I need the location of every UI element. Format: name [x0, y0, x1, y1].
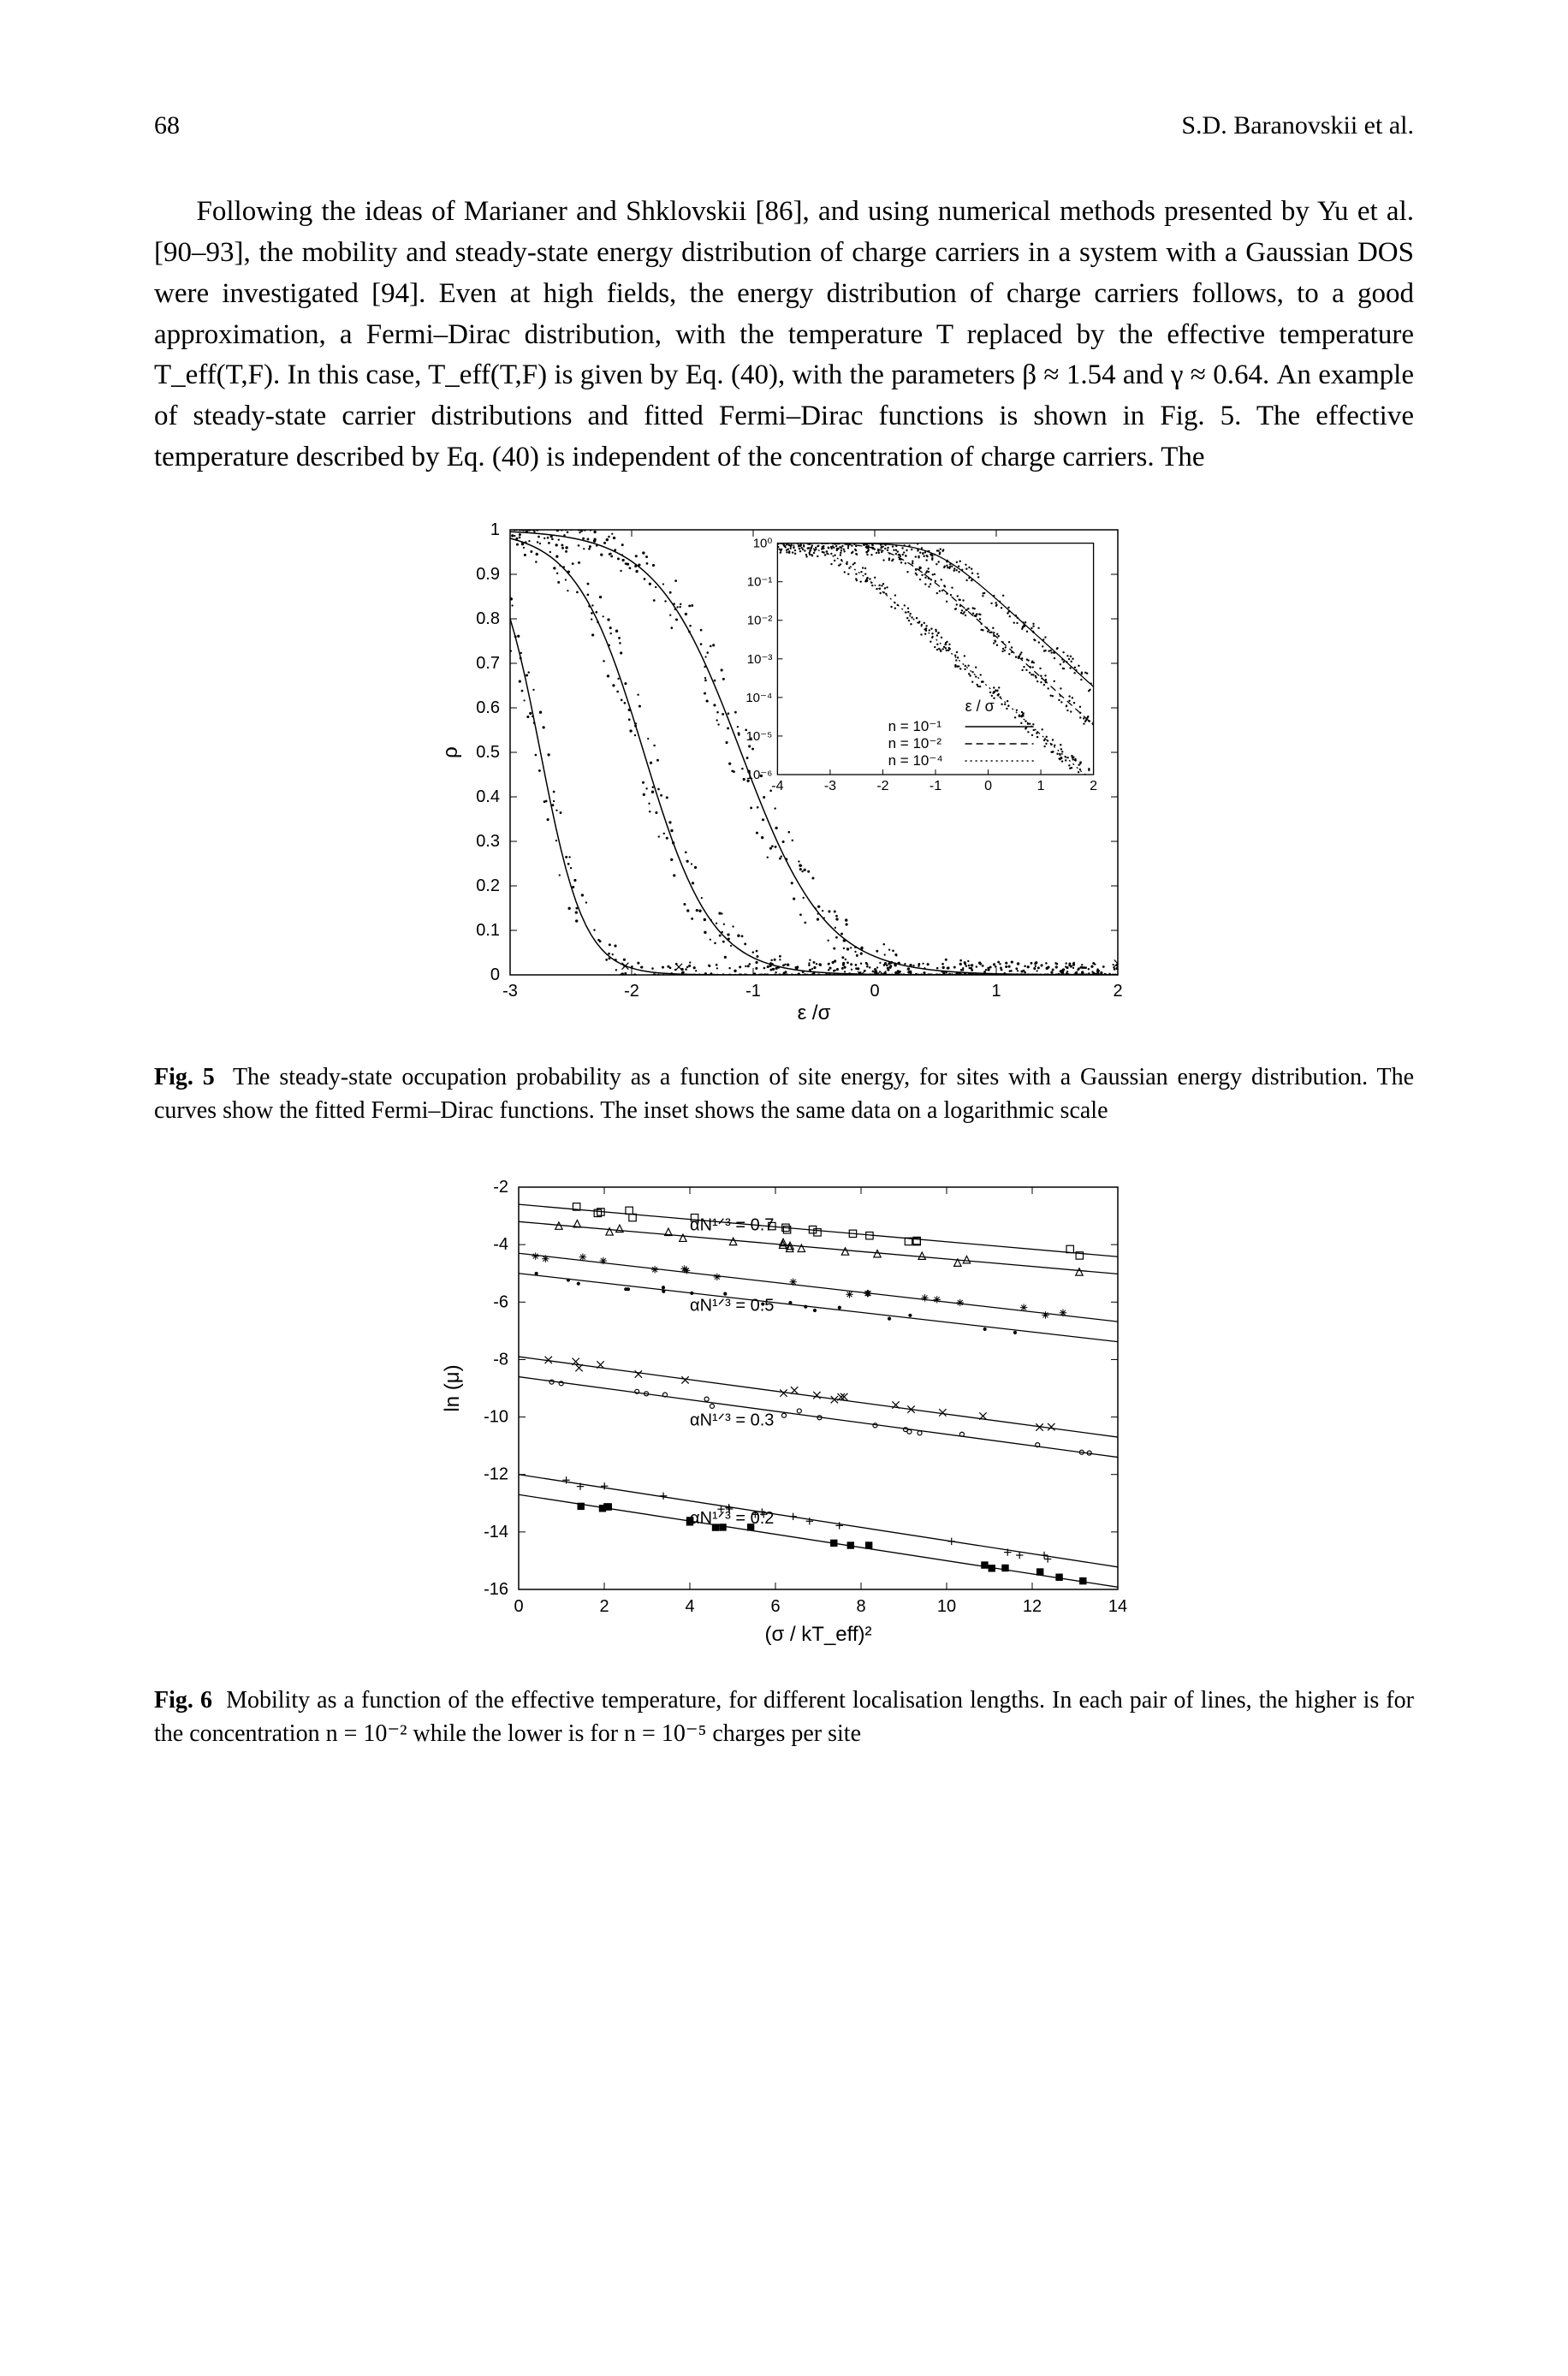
svg-text:αN¹ᐟ³ = 0.2: αN¹ᐟ³ = 0.2 [690, 1509, 774, 1528]
svg-text:10⁻⁶: 10⁻⁶ [746, 768, 773, 782]
fig6-label: Fig. 6 [154, 1687, 212, 1714]
svg-text:0.3: 0.3 [476, 832, 500, 851]
svg-text:10⁻¹: 10⁻¹ [747, 575, 773, 590]
svg-text:-10: -10 [484, 1408, 508, 1427]
svg-text:0: 0 [490, 965, 500, 984]
svg-text:0.4: 0.4 [476, 787, 500, 806]
svg-text:0.5: 0.5 [476, 743, 500, 762]
fig5-caption-text: The steady-state occupation probability … [154, 1064, 1414, 1124]
svg-text:10⁻²: 10⁻² [747, 614, 773, 628]
svg-text:0.6: 0.6 [476, 698, 500, 717]
svg-text:αN¹ᐟ³ = 0.7: αN¹ᐟ³ = 0.7 [690, 1216, 774, 1235]
svg-text:-14: -14 [484, 1523, 508, 1541]
svg-text:n = 10⁻⁴: n = 10⁻⁴ [888, 752, 943, 769]
svg-text:n = 10⁻²: n = 10⁻² [888, 735, 942, 751]
svg-text:ρ: ρ [439, 746, 462, 758]
svg-text:-8: -8 [493, 1351, 508, 1369]
svg-text:0: 0 [514, 1597, 523, 1616]
svg-text:2: 2 [1113, 982, 1122, 1001]
fig6-chart: 0 2 4 6 8 10 12 14 -16 -14 -12 -10 -8 -6 -4 -2 (σ / kT_e… [433, 1179, 1135, 1658]
svg-text:12: 12 [1023, 1597, 1042, 1616]
svg-text:αN¹ᐟ³ = 0.3: αN¹ᐟ³ = 0.3 [690, 1411, 774, 1430]
svg-text:0: 0 [870, 982, 879, 1001]
svg-text:1: 1 [490, 521, 500, 539]
svg-text:1: 1 [1037, 779, 1045, 793]
svg-text:10⁻³: 10⁻³ [747, 652, 773, 667]
svg-text:ε /σ: ε /σ [798, 1001, 831, 1025]
svg-text:0.8: 0.8 [476, 609, 500, 628]
svg-text:-2: -2 [624, 982, 639, 1001]
svg-text:-1: -1 [745, 982, 761, 1001]
svg-text:0.7: 0.7 [476, 654, 500, 673]
svg-text:αN¹ᐟ³ = 0.5: αN¹ᐟ³ = 0.5 [690, 1297, 774, 1316]
svg-text:-3: -3 [824, 779, 836, 793]
body-paragraph: Following the ideas of Marianer and Shkl… [154, 192, 1414, 478]
figure-5: -3 -2 -1 0 1 2 0 0.1 0.2 0.3 0.4 0.5 0.6 0.7 0.8 0.9 1 ε … [154, 521, 1414, 1035]
svg-text:10⁰: 10⁰ [753, 537, 773, 551]
fig6-caption: Fig. 6 Mobility as a function of the eff… [154, 1684, 1414, 1750]
svg-text:10: 10 [937, 1597, 956, 1616]
fig5-caption: Fig. 5 The steady-state occupation proba… [154, 1060, 1414, 1127]
figure-6: 0 2 4 6 8 10 12 14 -16 -14 -12 -10 -8 -6 -4 -2 (σ / kT_e… [154, 1179, 1414, 1658]
svg-text:-4: -4 [771, 779, 783, 793]
svg-text:ε / σ: ε / σ [965, 698, 995, 715]
svg-text:6: 6 [770, 1597, 780, 1616]
svg-text:2: 2 [1090, 779, 1097, 793]
svg-text:1: 1 [991, 982, 1001, 1001]
svg-text:(σ / kT_eff)²: (σ / kT_eff)² [764, 1623, 871, 1646]
svg-text:n = 10⁻¹: n = 10⁻¹ [888, 718, 942, 734]
svg-text:-16: -16 [484, 1580, 508, 1599]
svg-text:2: 2 [599, 1597, 609, 1616]
svg-text:10⁻⁵: 10⁻⁵ [746, 729, 773, 744]
svg-text:10⁻⁴: 10⁻⁴ [745, 691, 772, 705]
svg-text:-3: -3 [502, 982, 518, 1001]
svg-text:0: 0 [984, 779, 992, 793]
svg-text:-2: -2 [876, 779, 888, 793]
svg-text:0.1: 0.1 [476, 921, 500, 940]
fig5-chart: -3 -2 -1 0 1 2 0 0.1 0.2 0.3 0.4 0.5 0.6 0.7 0.8 0.9 1 ε … [433, 521, 1135, 1035]
svg-text:14: 14 [1108, 1597, 1127, 1616]
svg-text:ln (μ): ln (μ) [441, 1365, 464, 1412]
svg-text:-1: -1 [930, 779, 941, 793]
fig6-caption-text: Mobility as a function of the effective … [154, 1687, 1414, 1747]
svg-text:4: 4 [685, 1597, 694, 1616]
svg-text:8: 8 [856, 1597, 865, 1616]
svg-text:-12: -12 [484, 1465, 508, 1484]
svg-text:-4: -4 [493, 1235, 508, 1254]
fig5-label: Fig. 5 [154, 1064, 215, 1090]
svg-text:-6: -6 [493, 1293, 508, 1312]
svg-text:-2: -2 [493, 1179, 508, 1197]
running-head: S.D. Baranovskii et al. [1181, 111, 1414, 140]
page-number: 68 [154, 111, 180, 140]
svg-text:0.2: 0.2 [476, 876, 500, 895]
svg-text:0.9: 0.9 [476, 565, 500, 584]
